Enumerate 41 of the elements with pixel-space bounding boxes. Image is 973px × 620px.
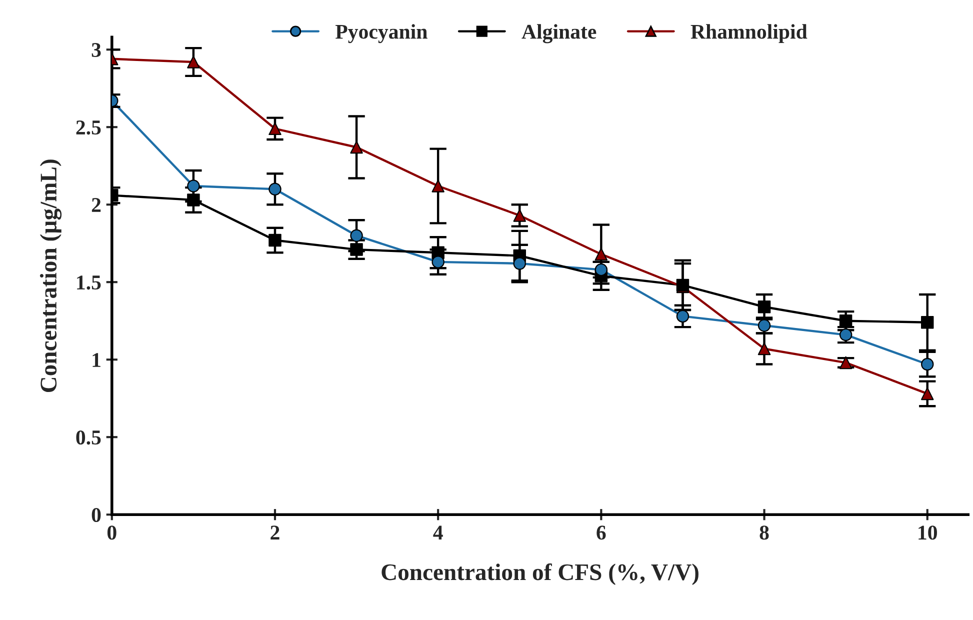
point xyxy=(432,180,444,192)
point xyxy=(513,257,526,270)
y-tick-label: 0 xyxy=(92,508,101,522)
point xyxy=(594,248,608,261)
point xyxy=(920,358,934,371)
point xyxy=(758,342,771,356)
x-tick-label: 4 xyxy=(433,526,443,540)
x-tick-label: 8 xyxy=(760,526,769,540)
y-tick-label: 2.5 xyxy=(76,120,101,135)
point xyxy=(187,180,200,192)
point xyxy=(350,229,363,242)
point xyxy=(268,122,282,136)
y-tick-label: 1.5 xyxy=(77,276,101,290)
legend-label: Pyocyanin xyxy=(335,24,428,44)
point xyxy=(268,234,282,247)
y-axis-title: Concentration (µg/mL) xyxy=(40,160,62,392)
point xyxy=(350,243,363,256)
point xyxy=(839,314,852,328)
point xyxy=(920,316,934,329)
y-tick-label: 0.5 xyxy=(76,430,101,445)
x-tick-label: 0 xyxy=(107,526,116,540)
x-tick-label: 10 xyxy=(918,526,937,540)
x-axis-title: Concentration of CFS (%, V/V) xyxy=(382,563,698,586)
point xyxy=(350,140,363,154)
legend-label: Alginate xyxy=(522,24,596,44)
y-tick-label: 3 xyxy=(92,43,101,58)
point xyxy=(594,263,608,276)
point xyxy=(758,300,771,314)
point xyxy=(920,387,934,400)
point xyxy=(513,209,526,222)
y-tick-label: 2 xyxy=(92,198,101,212)
y-tick-label: 1 xyxy=(92,353,100,367)
x-tick-label: 2 xyxy=(270,526,280,540)
point xyxy=(187,56,200,68)
point xyxy=(676,310,690,323)
point xyxy=(187,194,200,206)
point xyxy=(432,256,444,268)
point xyxy=(268,182,282,196)
point xyxy=(839,356,852,370)
x-tick-label: 6 xyxy=(596,526,606,540)
legend-label: Rhamnolipid xyxy=(690,24,808,44)
